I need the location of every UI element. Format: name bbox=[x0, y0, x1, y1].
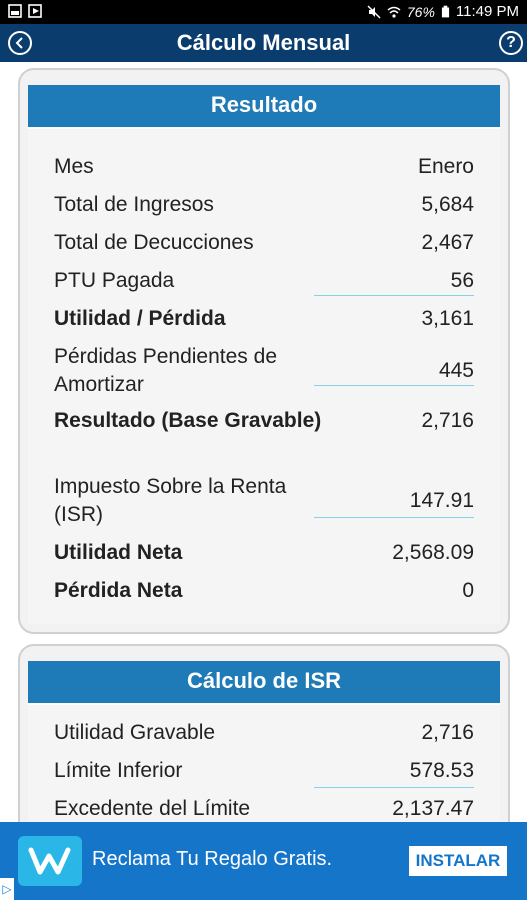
main-content[interactable]: Resultado Mes Enero Total de Ingresos 5,… bbox=[0, 62, 527, 822]
isr-card-header: Cálculo de ISR bbox=[28, 661, 500, 705]
value-underline bbox=[314, 385, 474, 386]
isr-value: 578.53 bbox=[409, 759, 474, 782]
result-value: 3,161 bbox=[421, 307, 474, 330]
result-label: Utilidad Neta bbox=[54, 541, 183, 564]
back-button[interactable] bbox=[8, 31, 32, 55]
isr-label: Excedente del Límite bbox=[54, 797, 251, 820]
result-label: Pérdidas Pendientes de Amortizar bbox=[54, 345, 277, 396]
install-button[interactable]: INSTALAR bbox=[409, 846, 507, 876]
result-label: Resultado (Base Gravable) bbox=[54, 409, 322, 432]
app-bar: Cálculo Mensual ? bbox=[0, 24, 527, 62]
result-value: 2,716 bbox=[421, 409, 474, 432]
clock: 11:49 PM bbox=[455, 3, 519, 20]
result-value: 2,568.09 bbox=[392, 541, 474, 564]
play-store-notification-icon bbox=[28, 4, 42, 18]
result-row-perdida-neta: Pérdida Neta 0 bbox=[54, 577, 474, 605]
page-title: Cálculo Mensual bbox=[176, 30, 351, 55]
result-value: 445 bbox=[438, 359, 474, 382]
result-row-ptu: PTU Pagada 56 bbox=[54, 267, 474, 295]
result-label: Impuesto Sobre la Renta (ISR) bbox=[54, 475, 287, 526]
gallery-notification-icon bbox=[8, 4, 22, 18]
mute-icon bbox=[367, 5, 381, 19]
result-row-isr: Impuesto Sobre la Renta (ISR) 147.91 bbox=[54, 473, 474, 529]
ad-choices-icon[interactable]: ▷ bbox=[0, 878, 14, 900]
result-value: 56 bbox=[450, 269, 474, 292]
result-row-deducciones: Total de Decucciones 2,467 bbox=[54, 229, 474, 257]
isr-label: Límite Inferior bbox=[54, 759, 183, 782]
question-mark-icon: ? bbox=[506, 34, 516, 51]
result-card: Resultado Mes Enero Total de Ingresos 5,… bbox=[18, 68, 510, 634]
isr-label: Utilidad Gravable bbox=[54, 721, 216, 744]
isr-value: 2,716 bbox=[421, 721, 474, 744]
result-row-utilidad-perdida: Utilidad / Pérdida 3,161 bbox=[54, 305, 474, 333]
wish-w-icon bbox=[28, 847, 71, 875]
status-bar: 76% 11:49 PM bbox=[0, 0, 527, 24]
isr-row-limite-inferior: Límite Inferior 578.53 bbox=[54, 757, 474, 785]
wish-logo-icon[interactable] bbox=[18, 836, 82, 886]
result-card-header: Resultado bbox=[28, 85, 500, 129]
result-value: 147.91 bbox=[409, 489, 474, 512]
wifi-icon bbox=[387, 6, 401, 18]
value-underline bbox=[314, 295, 474, 296]
result-label: Total de Decucciones bbox=[54, 231, 254, 254]
result-row-utilidad-neta: Utilidad Neta 2,568.09 bbox=[54, 539, 474, 567]
result-label: Mes bbox=[54, 155, 94, 178]
value-underline bbox=[314, 787, 474, 788]
ad-text[interactable]: Reclama Tu Regalo Gratis. bbox=[92, 848, 333, 870]
help-button[interactable]: ? bbox=[499, 31, 523, 55]
isr-row-excedente: Excedente del Límite 2,137.47 bbox=[54, 795, 474, 822]
battery-percentage: 76% bbox=[406, 4, 435, 20]
result-value: 2,467 bbox=[421, 231, 474, 254]
result-label: Utilidad / Pérdida bbox=[54, 307, 226, 330]
result-row-ingresos: Total de Ingresos 5,684 bbox=[54, 191, 474, 219]
result-value: 0 bbox=[462, 579, 474, 602]
result-card-body: Mes Enero Total de Ingresos 5,684 Total … bbox=[28, 129, 500, 624]
result-row-base-gravable: Resultado (Base Gravable) 2,716 bbox=[54, 407, 474, 435]
result-label: PTU Pagada bbox=[54, 269, 175, 292]
chevron-left-icon bbox=[15, 37, 23, 49]
result-label: Pérdida Neta bbox=[54, 579, 183, 602]
isr-card-body: Utilidad Gravable 2,716 Límite Inferior … bbox=[28, 705, 500, 822]
result-label: Total de Ingresos bbox=[54, 193, 214, 216]
result-row-mes: Mes Enero bbox=[54, 153, 474, 181]
battery-icon bbox=[441, 5, 450, 18]
result-value: Enero bbox=[417, 155, 474, 178]
isr-value: 2,137.47 bbox=[392, 797, 474, 820]
isr-card: Cálculo de ISR Utilidad Gravable 2,716 L… bbox=[18, 644, 510, 822]
isr-row-utilidad-gravable: Utilidad Gravable 2,716 bbox=[54, 719, 474, 747]
result-row-perdidas-pendientes: Pérdidas Pendientes de Amortizar 445 bbox=[54, 343, 474, 399]
result-value: 5,684 bbox=[421, 193, 474, 216]
ad-banner[interactable]: Reclama Tu Regalo Gratis. INSTALAR ▷ bbox=[0, 822, 527, 900]
value-underline bbox=[314, 517, 474, 518]
